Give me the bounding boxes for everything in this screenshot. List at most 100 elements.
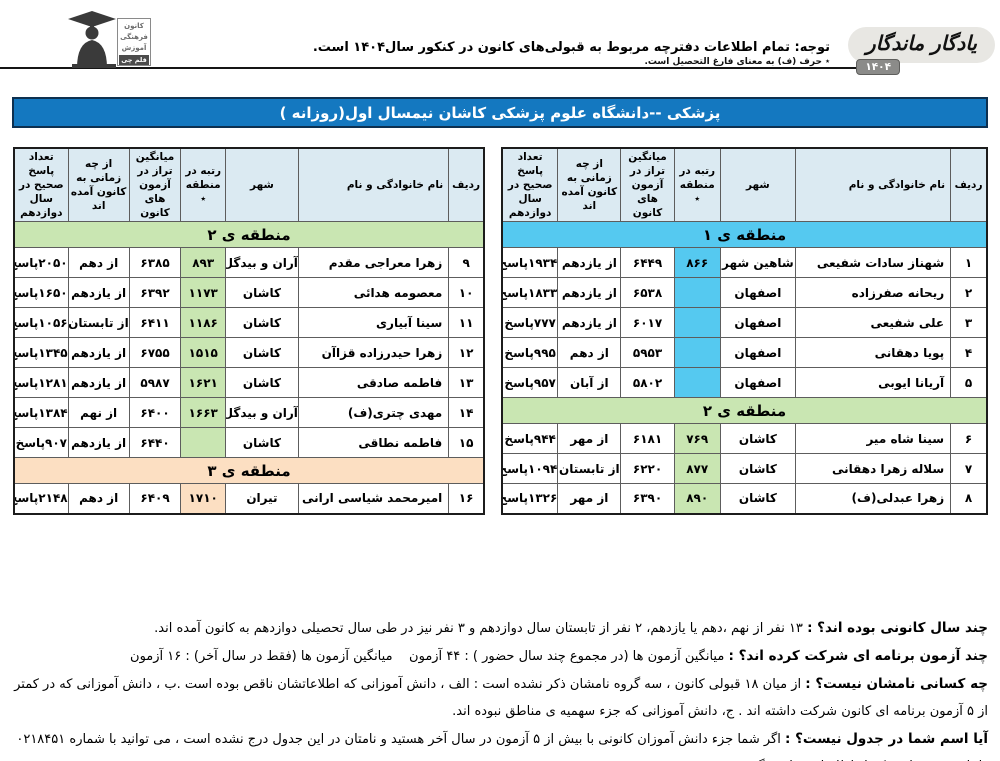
cell-city: کاشان [225,337,299,368]
cell-correct-answers: ۹۰۷پاسخ [13,427,69,458]
cell-city: آران و بیدگل [225,247,299,278]
kanoon-logo: کانون فرهنگی آموزش قلم چی [64,6,151,68]
table-row: ۱۱ سینا آبیاری کاشان ۱۱۸۶ ۶۴۱۱ از تابستا… [13,307,485,338]
cell-correct-answers: ۱۶۵۰پاسخ [13,277,69,308]
table-row: ۱۳ فاطمه صادقی کاشان ۱۶۲۱ ۵۹۸۷ از یازدهم… [13,367,485,398]
cell-city: کاشان [719,483,796,514]
col-header-avg: میانگین تراز در آزمون های کانون [128,147,182,222]
results-tables: ردیف نام خانوادگی و نام شهر رتبه در منطق… [12,147,988,515]
cell-region-rank: ۱۱۷۳ [180,277,227,308]
cell-correct-answers: ۱۲۸۱پاسخ [13,367,69,398]
cell-city: کاشان [719,423,796,454]
cell-student-name: آریانا ایوبی [794,367,952,398]
cell-row-number: ۴ [950,337,988,368]
footer-question: چند آزمون برنامه ای شرکت کرده اند؟ : [728,647,988,664]
footer-note: چند آزمون برنامه ای شرکت کرده اند؟ : میا… [12,643,988,670]
cell-student-name: زهرا عبدلی(ف) [794,483,952,514]
cell-since: از یازدهم [557,277,622,308]
cell-row-number: ۱۲ [448,337,485,368]
footer-question: چه کسانی نامشان نیست؟ : [805,675,988,692]
notice-sub-text: ٭ حرف (ف) به معنای فارغ التحصیل است. [644,57,830,67]
cell-row-number: ۱۳ [448,367,485,398]
region-2-section: منطقه ی ۲ ۶ سینا شاه میر کاشان ۷۶۹ ۶۱۸۱ … [501,397,988,514]
cell-correct-answers: ۱۰۵۶پاسخ [13,307,69,338]
cell-city: کاشان [225,367,299,398]
cell-row-number: ۸ [950,483,988,514]
cell-row-number: ۱۶ [448,483,485,514]
cell-student-name: شهناز سادات شفیعی [794,247,952,278]
cell-average-score: ۶۴۴۰ [128,427,182,458]
cell-since: از مهر [557,483,622,514]
memorial-logo-title: یادگار ماندگار [866,31,978,55]
cell-region-rank: ۷۶۹ [673,423,721,454]
memorial-logo: یادگار ماندگار [848,27,995,63]
col-header-answers: تعداد پاسخ صحیح در سال دوازدهم [501,147,559,222]
region-band-label: منطقه ی ۱ [501,221,988,248]
cell-average-score: ۶۴۱۱ [128,307,182,338]
cell-student-name: ریحانه صفرزاده [794,277,952,308]
cell-since: از نهم [67,397,130,428]
cell-since: از یازدهم [67,427,130,458]
region-band: منطقه ی ۳ [13,457,485,484]
col-header-city: شهر [719,147,796,222]
table-row: ۱۰ معصومه هدائی کاشان ۱۱۷۳ ۶۳۹۲ از یازده… [13,277,485,308]
cell-student-name: سینا شاه میر [794,423,952,454]
cell-since: از یازدهم [67,367,130,398]
region-band-label: منطقه ی ۲ [13,221,485,248]
cell-student-name: زهرا حیدرزاده قزاآن [297,337,450,368]
footer-note: چه کسانی نامشان نیست؟ : از میان ۱۸ قبولی… [12,671,988,725]
col-header-answers: تعداد پاسخ صحیح در سال دوازدهم [13,147,69,222]
region-3-section: منطقه ی ۳ ۱۶ امیرمحمد شیاسی ارانی تیران … [13,457,485,514]
cell-city: شاهین شهر [719,247,796,278]
cell-since: از مهر [557,423,622,454]
footer-answer: میانگین آزمون ها (در مجموع چند سال حضور … [130,648,725,664]
cell-average-score: ۶۳۹۰ [620,483,675,514]
cell-correct-answers: ۷۷۷پاسخ [501,307,559,338]
cell-student-name: فاطمه صادقی [297,367,450,398]
cell-correct-answers: ۲۱۴۸پاسخ [13,483,69,514]
cell-row-number: ۱۰ [448,277,485,308]
cell-region-rank [673,277,721,308]
table-row: ۹ زهرا معراجی مقدم آران و بیدگل ۸۹۳ ۶۳۸۵… [13,247,485,278]
cell-city: اصفهان [719,307,796,338]
region-band-label: منطقه ی ۳ [13,457,485,484]
cell-city: کاشان [719,453,796,484]
cell-region-rank [180,427,227,458]
cell-region-rank [673,367,721,398]
cell-since: از یازدهم [557,247,622,278]
col-header-avg: میانگین تراز در آزمون های کانون [620,147,675,222]
cell-since: از آبان [557,367,622,398]
table-header: ردیف نام خانوادگی و نام شهر رتبه در منطق… [501,147,988,222]
cell-row-number: ۲ [950,277,988,308]
cell-student-name: معصومه هدائی [297,277,450,308]
region-2-section: منطقه ی ۲ ۹ زهرا معراجی مقدم آران و بیدگ… [13,221,485,458]
cell-average-score: ۶۱۸۱ [620,423,675,454]
cell-average-score: ۶۰۱۷ [620,307,675,338]
cell-row-number: ۵ [950,367,988,398]
results-table-left: ردیف نام خانوادگی و نام شهر رتبه در منطق… [13,147,485,515]
kanoon-logo-sign: کانون فرهنگی آموزش قلم چی [117,18,151,66]
cell-student-name: پویا دهقانی [794,337,952,368]
cell-city: آران و بیدگل [225,397,299,428]
col-header-rank: رتبه در منطقه ٭ [180,147,227,222]
cell-region-rank: ۱۵۱۵ [180,337,227,368]
cell-since: از دهم [67,247,130,278]
footer-note: چند سال کانونی بوده اند؟ : ۱۳ نفر از نهم… [12,615,988,642]
col-header-since: از چه زمانی به کانون آمده اند [67,147,130,222]
footer-answer: ۱۳ نفر از نهم ،دهم یا یازدهم، ۲ نفر از ت… [154,620,803,636]
region-band: منطقه ی ۲ [13,221,485,248]
cell-city: کاشان [225,427,299,458]
cell-region-rank: ۱۱۸۶ [180,307,227,338]
cell-region-rank: ۸۹۳ [180,247,227,278]
table-row: ۳ علی شفیعی اصفهان ۶۰۱۷ از یازدهم ۷۷۷پاس… [501,307,988,338]
footer-question: آیا اسم شما در جدول نیست؟ : [784,730,988,747]
region-1-section: منطقه ی ۱ ۱ شهناز سادات شفیعی شاهین شهر … [501,221,988,398]
cell-correct-answers: ۹۵۷پاسخ [501,367,559,398]
kanoon-logo-line: آموزش [121,44,147,52]
page-header: کانون فرهنگی آموزش قلم چی توجه: تمام اطل… [0,0,1000,95]
footer-answer: از میان ۱۸ قبولی کانون ، سه گروه نامشان … [14,676,988,719]
cell-region-rank: ۸۷۷ [673,453,721,484]
cell-average-score: ۶۵۳۸ [620,277,675,308]
cell-city: تیران [225,483,299,514]
